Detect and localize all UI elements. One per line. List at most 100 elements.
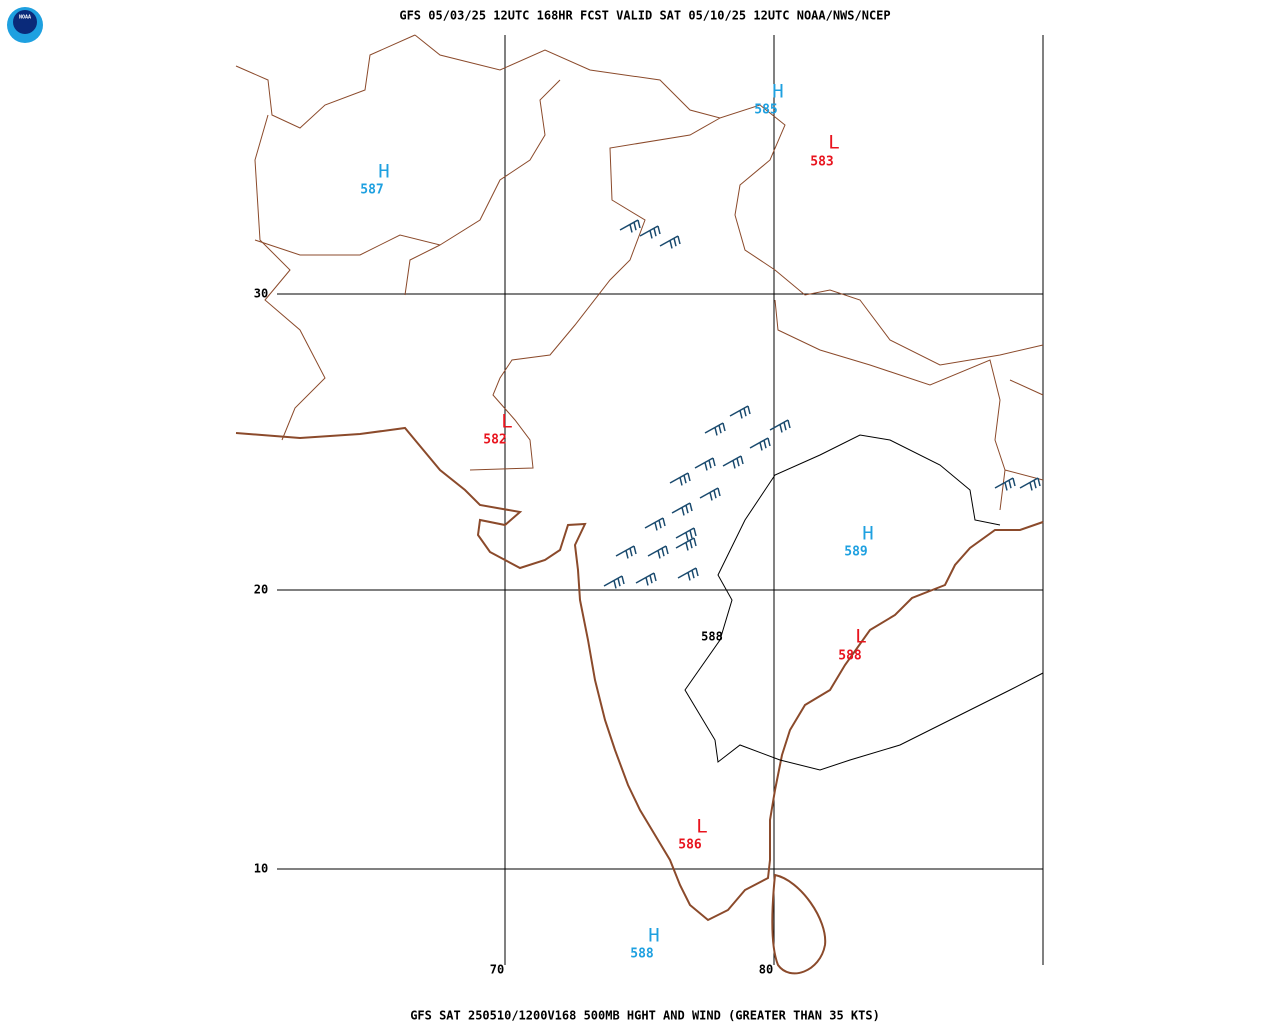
barb-flag bbox=[722, 422, 726, 432]
coastlines bbox=[235, 426, 1044, 975]
barb-flag bbox=[654, 522, 658, 531]
barb-flag bbox=[629, 224, 633, 233]
center-letter: L bbox=[501, 411, 512, 433]
barb-flag bbox=[704, 462, 708, 471]
barb-staff bbox=[659, 235, 679, 247]
border bbox=[235, 34, 416, 441]
barb-staff bbox=[603, 575, 623, 587]
barb-flag bbox=[673, 238, 677, 247]
barb-staff bbox=[671, 502, 691, 514]
lat-label: 30 bbox=[254, 287, 268, 301]
center-letter: H bbox=[862, 523, 873, 545]
barb-flag bbox=[1004, 482, 1008, 491]
barb-flag bbox=[617, 578, 621, 587]
barb-flag bbox=[747, 405, 751, 415]
barb-flag bbox=[685, 542, 689, 551]
barb-flag bbox=[625, 550, 629, 559]
barb-flag bbox=[763, 440, 767, 449]
barb-flag bbox=[657, 550, 661, 559]
center-value: 588 bbox=[838, 649, 862, 664]
barb-flag bbox=[683, 475, 687, 484]
contour-588 bbox=[684, 434, 1044, 771]
barb-flag bbox=[689, 530, 693, 539]
barb-flag bbox=[633, 545, 637, 555]
border bbox=[414, 34, 1044, 366]
center-value: 587 bbox=[360, 183, 383, 198]
barb-staff bbox=[769, 419, 789, 431]
barb-flag bbox=[717, 487, 721, 497]
barb-staff bbox=[1019, 477, 1039, 489]
center-value: 582 bbox=[483, 433, 506, 448]
barb-flag bbox=[685, 532, 689, 541]
barb-flag bbox=[689, 540, 693, 549]
barb-flag bbox=[1037, 477, 1041, 487]
barb-flag bbox=[712, 457, 716, 467]
barb-staff bbox=[635, 572, 655, 584]
logo-inner bbox=[13, 10, 37, 34]
barb-flag bbox=[679, 477, 683, 486]
barb-flag bbox=[661, 548, 665, 557]
barb-staff bbox=[647, 545, 667, 557]
barb-staff bbox=[994, 477, 1014, 489]
barb-flag bbox=[739, 410, 743, 419]
center-value: 585 bbox=[754, 103, 777, 118]
footer-title: GFS SAT 250510/1200V168 500MB HGHT AND W… bbox=[410, 1009, 880, 1023]
barb-flag bbox=[685, 505, 689, 514]
barb-flag bbox=[1012, 477, 1016, 487]
barb-flag bbox=[767, 437, 771, 447]
barb-staff bbox=[675, 537, 695, 549]
barb-flag bbox=[645, 577, 649, 586]
barb-flag bbox=[649, 230, 653, 239]
barb-flag bbox=[709, 492, 713, 501]
center-value: 586 bbox=[678, 838, 702, 853]
barb-flag bbox=[613, 580, 617, 589]
barb-staff bbox=[619, 219, 639, 231]
barb-flag bbox=[743, 408, 747, 417]
barb-flag bbox=[633, 222, 637, 231]
barb-staff bbox=[704, 422, 724, 434]
center-letter: H bbox=[772, 81, 783, 103]
barb-staff bbox=[675, 527, 695, 539]
barb-flag bbox=[681, 507, 685, 516]
barb-flag bbox=[732, 460, 736, 469]
barb-flag bbox=[689, 502, 693, 512]
barb-flag bbox=[687, 572, 691, 581]
barb-staff bbox=[639, 225, 659, 237]
graticule bbox=[277, 35, 1044, 965]
center-letter: H bbox=[378, 161, 389, 183]
barb-flag bbox=[669, 240, 673, 249]
barb-flag bbox=[653, 228, 657, 237]
barb-staff bbox=[694, 457, 714, 469]
barb-flag bbox=[687, 472, 691, 482]
wind-barbs bbox=[603, 219, 1041, 589]
center-letter: L bbox=[828, 132, 839, 154]
barb-flag bbox=[629, 548, 633, 557]
barb-flag bbox=[637, 219, 641, 229]
border bbox=[469, 117, 721, 471]
barb-flag bbox=[693, 527, 697, 537]
barb-flag bbox=[658, 520, 662, 529]
barb-staff bbox=[729, 405, 749, 417]
center-value: 588 bbox=[630, 947, 654, 962]
barb-staff bbox=[699, 487, 719, 499]
lon-label: 70 bbox=[490, 963, 504, 977]
lat-label: 20 bbox=[254, 583, 268, 597]
lat-label: 10 bbox=[254, 862, 268, 876]
center-value: 583 bbox=[810, 155, 833, 170]
barb-staff bbox=[669, 472, 689, 484]
barb-flag bbox=[779, 424, 783, 433]
barb-flag bbox=[621, 575, 625, 585]
border bbox=[774, 299, 1044, 511]
barb-flag bbox=[713, 490, 717, 499]
logo: NOAA bbox=[7, 7, 43, 43]
border bbox=[254, 79, 561, 296]
coastline bbox=[235, 426, 1044, 922]
barb-flag bbox=[677, 235, 681, 245]
barb-staff bbox=[615, 545, 635, 557]
barb-staff bbox=[644, 517, 664, 529]
barb-flag bbox=[691, 570, 695, 579]
barb-flag bbox=[693, 537, 697, 547]
barb-flag bbox=[1008, 480, 1012, 489]
barb-flag bbox=[662, 517, 666, 527]
barb-flag bbox=[1029, 482, 1033, 491]
